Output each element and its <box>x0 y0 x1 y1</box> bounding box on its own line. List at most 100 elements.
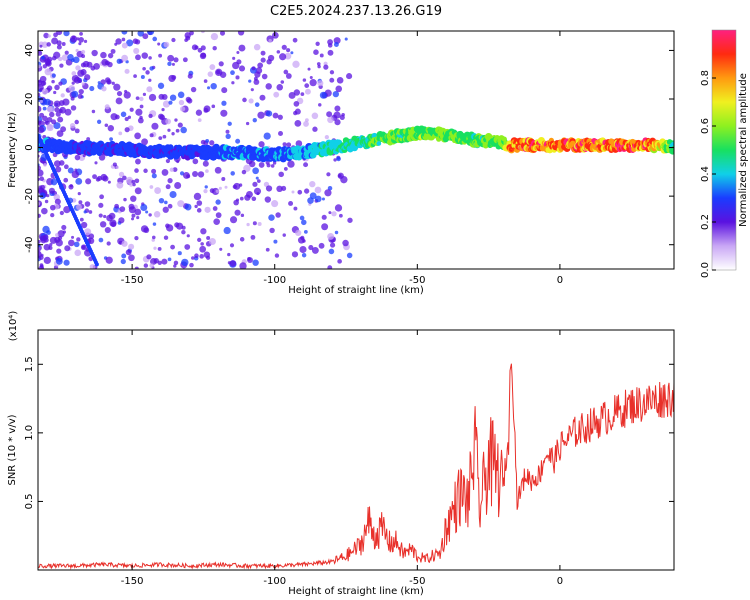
spectrogram-noise-cell <box>209 188 215 194</box>
spectrogram-noise-cell <box>49 111 55 118</box>
spectrogram-noise-cell <box>134 208 142 216</box>
spectrogram-y-tick-label: -40 <box>24 237 35 253</box>
spectrogram-noise-cell <box>100 51 107 59</box>
spectrogram-noise-cell <box>242 97 247 103</box>
spectrogram-noise-cell <box>282 233 286 237</box>
spectrogram-noise-cell <box>42 115 48 122</box>
spectrogram-noise-cell <box>53 90 57 95</box>
spectrogram-noise-cell <box>147 31 155 36</box>
spectrogram-noise-cell <box>118 171 125 178</box>
spectrogram-noise-cell <box>181 229 186 235</box>
spectrogram-noise-cell <box>135 96 140 101</box>
spectrogram-noise-cell <box>308 245 314 251</box>
spectrogram-noise-cell <box>162 206 169 213</box>
spectrogram-y-tick-label: 40 <box>24 44 35 57</box>
spectrogram-noise-cell <box>344 37 348 41</box>
colorbar-label: Normalized spectral amplitude <box>738 73 749 227</box>
spectrogram-noise-cell <box>284 52 292 60</box>
spectrogram-noise-cell <box>295 229 302 237</box>
spectrogram-noise-cell <box>283 69 289 75</box>
spectrogram-noise-cell <box>81 54 86 59</box>
spectrogram-noise-cell <box>291 190 295 194</box>
spectrogram-noise-cell <box>149 66 154 71</box>
spectrogram-noise-cell <box>145 210 149 214</box>
spectrogram-noise-cell <box>194 45 199 50</box>
spectrogram-noise-cell <box>177 200 185 208</box>
spectrogram-noise-cell <box>55 239 63 247</box>
spectrogram-noise-cell <box>338 174 342 178</box>
spectrogram-noise-cell <box>99 221 107 228</box>
spectrogram-noise-cell <box>110 113 118 121</box>
spectrogram-noise-cell <box>205 169 209 173</box>
spectrogram-noise-cell <box>89 264 96 269</box>
spectrogram-noise-cell <box>246 222 250 227</box>
spectrogram-noise-cell <box>189 262 194 268</box>
spectrogram-noise-cell <box>324 189 332 197</box>
spectrogram-noise-cell <box>38 213 41 218</box>
spectrogram-noise-cell <box>46 116 53 123</box>
spectrogram-noise-cell <box>46 85 53 91</box>
spectrogram-noise-cell <box>71 235 75 239</box>
spectrogram-noise-cell <box>53 100 61 108</box>
spectrogram-noise-cell <box>275 212 281 218</box>
spectrogram-noise-cell <box>125 176 134 185</box>
spectrogram-noise-cell <box>231 81 235 85</box>
spectrogram-noise-cell <box>205 255 211 260</box>
spectrogram-noise-cell <box>107 180 111 184</box>
spectrogram-noise-cell <box>113 83 121 91</box>
spectrogram-noise-cell <box>209 64 216 70</box>
spectrogram-noise-cell <box>250 234 256 240</box>
colorbar-tick-label: 0.2 <box>700 214 711 230</box>
spectrogram-noise-cell <box>84 201 91 207</box>
spectrogram-noise-cell <box>121 31 128 35</box>
spectrogram-noise-cell <box>288 92 296 99</box>
spectrogram-noise-cell <box>276 83 284 91</box>
spectrogram-noise-cell <box>206 235 211 240</box>
spectrogram-noise-cell <box>143 263 149 268</box>
spectrogram-noise-cell <box>109 137 113 141</box>
spectrogram-noise-cell <box>181 258 189 267</box>
spectrogram-noise-cell <box>133 74 137 78</box>
spectrogram-noise-cell <box>164 200 168 205</box>
spectrogram-noise-cell <box>258 141 265 148</box>
spectrogram-noise-cell <box>299 245 307 254</box>
spectrogram-noise-cell <box>180 126 187 134</box>
spectrogram-noise-cell <box>51 73 56 78</box>
spectrogram-noise-cell <box>161 169 169 176</box>
spectrogram-noise-cell <box>149 263 155 268</box>
spectrogram-noise-cell <box>215 199 221 205</box>
spectrogram-noise-cell <box>182 57 188 63</box>
spectrogram-noise-cell <box>303 121 309 127</box>
spectrogram-noise-cell <box>41 207 48 215</box>
spectrogram-noise-cell <box>140 204 148 211</box>
spectrogram-noise-cell <box>245 121 250 126</box>
spectrogram-noise-cell <box>142 33 149 40</box>
spectrogram-noise-cell <box>62 230 66 234</box>
spectrogram-noise-cell <box>288 200 294 206</box>
snr-x-ticks: -150 -100 -50 0 <box>121 330 563 587</box>
spectrogram-noise-cell <box>40 55 45 60</box>
spectrogram-noise-cell <box>167 128 171 132</box>
spectrogram-noise-cell <box>304 83 310 88</box>
spectrogram-noise-cell <box>225 133 231 140</box>
spectrogram-noise-cell <box>268 214 275 221</box>
spectrogram-noise-cell <box>257 62 264 69</box>
spectrogram-noise-cell <box>128 254 135 262</box>
spectrogram-noise-cell <box>272 161 277 165</box>
spectrogram-noise-cell <box>140 74 145 79</box>
spectrogram-noise-cell <box>336 76 344 84</box>
spectrogram-noise-cell <box>342 239 349 247</box>
spectrogram-noise-cell <box>98 237 104 243</box>
spectrogram-noise-cell <box>286 48 291 53</box>
spectrogram-noise-cell <box>148 113 153 119</box>
spectrogram-noise-cell <box>286 142 292 148</box>
spectrogram-noise-cell <box>285 73 292 79</box>
spectrogram-noise-cell <box>318 103 322 107</box>
spectrogram-noise-cell <box>162 100 170 108</box>
spectrogram-noise-cell <box>193 192 202 201</box>
spectrogram-y-ticks: -40 -20 0 20 40 <box>24 44 674 253</box>
spectrogram-noise-cell <box>297 236 305 244</box>
spectrogram-noise-cell <box>229 260 237 267</box>
spectrogram-noise-cell <box>122 175 127 181</box>
spectrogram-noise-cell <box>88 210 93 214</box>
